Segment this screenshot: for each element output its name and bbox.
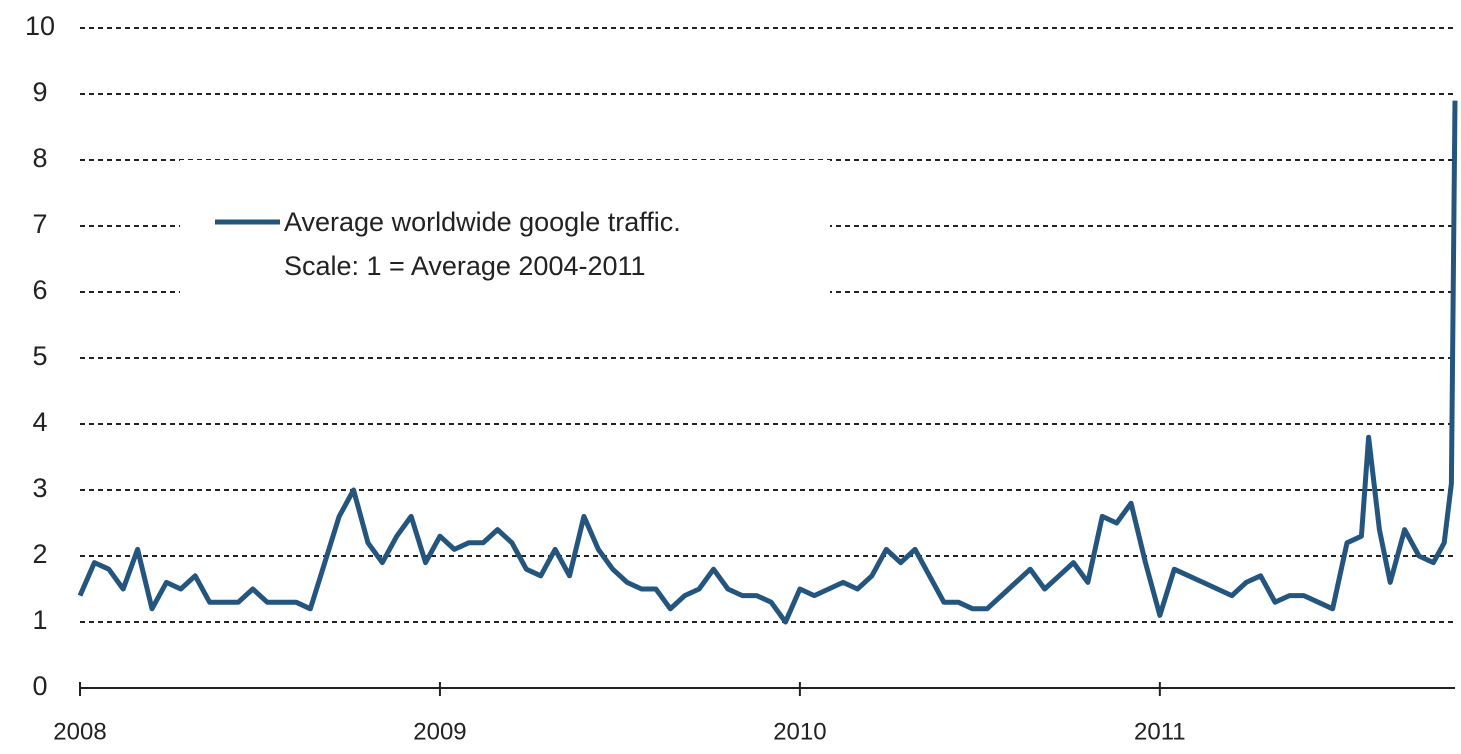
legend-note: Scale: 1 = Average 2004-2011 (284, 251, 646, 281)
y-tick-label: 2 (32, 539, 47, 569)
x-tick-label: 2008 (53, 718, 106, 745)
legend-label: Average worldwide google traffic. (284, 207, 681, 237)
x-tick-label: 2011 (1134, 718, 1186, 745)
y-tick-label: 10 (25, 11, 55, 41)
x-tick-label: 2010 (773, 718, 826, 745)
y-tick-label: 3 (32, 473, 47, 503)
y-tick-label: 6 (32, 275, 47, 305)
y-tick-label: 8 (32, 143, 47, 173)
y-tick-label: 7 (32, 209, 47, 239)
data-line (77, 100, 1458, 625)
y-tick-label: 0 (32, 671, 47, 701)
y-tick-label: 5 (32, 341, 47, 371)
y-tick-label: 1 (32, 605, 47, 635)
y-tick-label: 9 (32, 77, 47, 107)
x-tick-label: 2009 (413, 718, 466, 745)
y-tick-label: 4 (32, 407, 47, 437)
legend-box (180, 160, 830, 305)
